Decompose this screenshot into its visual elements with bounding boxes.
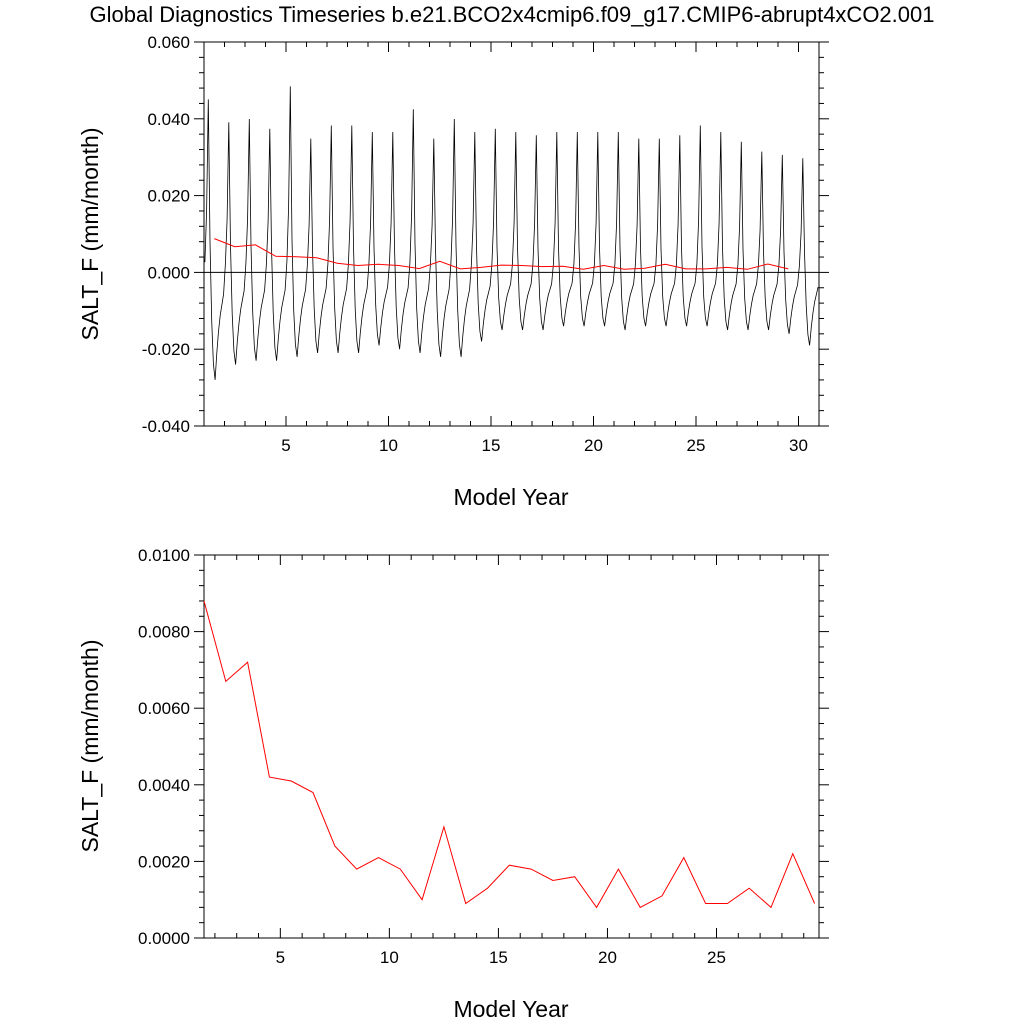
- x-tick-label: 15: [489, 948, 508, 967]
- y-tick-label: 0.020: [147, 187, 190, 206]
- y-tick-label: 0.000: [147, 263, 190, 282]
- x-tick-label: 20: [598, 948, 617, 967]
- y-tick-label: 0.040: [147, 110, 190, 129]
- bottom-panel: 5 10 15 20 25 0.0000 0.0020 0.0040 0.0060 0.0080…: [77, 546, 829, 1022]
- x-tick-label: 20: [584, 436, 603, 455]
- bottom-annual-series-line: [203, 600, 816, 909]
- top-plot-frame: [203, 41, 820, 427]
- bottom-y-tick-labels: 0.0000 0.0020 0.0040 0.0060 0.0080 0.0100: [138, 546, 190, 948]
- bottom-ticks: [194, 554, 829, 939]
- y-tick-label: 0.0060: [138, 699, 190, 718]
- x-tick-label: 15: [482, 436, 501, 455]
- top-monthly-series-line: [204, 86, 819, 380]
- top-y-axis-title: SALT_F (mm/month): [77, 128, 103, 341]
- x-tick-label: 5: [276, 948, 285, 967]
- top-ticks: [194, 41, 829, 427]
- y-tick-label: 0.0020: [138, 852, 190, 871]
- y-tick-label: -0.020: [142, 340, 190, 359]
- bottom-x-tick-labels: 5 10 15 20 25: [276, 948, 726, 967]
- top-x-axis-title: Model Year: [453, 484, 568, 510]
- x-tick-label: 10: [379, 436, 398, 455]
- y-tick-label: 0.0080: [138, 623, 190, 642]
- top-x-tick-labels: 5 10 15 20 25 30: [281, 436, 808, 455]
- y-tick-label: 0.0040: [138, 776, 190, 795]
- top-y-tick-labels: -0.040 -0.020 0.000 0.020 0.040 0.060: [142, 33, 190, 436]
- x-tick-label: 10: [380, 948, 399, 967]
- top-annual-series-line: [214, 238, 789, 270]
- y-tick-label: 0.060: [147, 33, 190, 52]
- x-tick-label: 30: [789, 436, 808, 455]
- bottom-plot-frame: [203, 554, 820, 939]
- x-tick-label: 25: [707, 948, 726, 967]
- y-tick-label: 0.0000: [138, 929, 190, 948]
- y-tick-label: 0.0100: [138, 546, 190, 565]
- top-panel: 5 10 15 20 25 30 -0.040 -0.020 0.000 0.020 0.040 0…: [77, 33, 829, 510]
- y-tick-label: -0.040: [142, 417, 190, 436]
- x-tick-label: 5: [281, 436, 290, 455]
- bottom-y-axis-title: SALT_F (mm/month): [77, 640, 103, 853]
- x-tick-label: 25: [687, 436, 706, 455]
- bottom-x-axis-title: Model Year: [453, 996, 568, 1022]
- figure-title: Global Diagnostics Timeseries b.e21.BCO2…: [89, 2, 935, 27]
